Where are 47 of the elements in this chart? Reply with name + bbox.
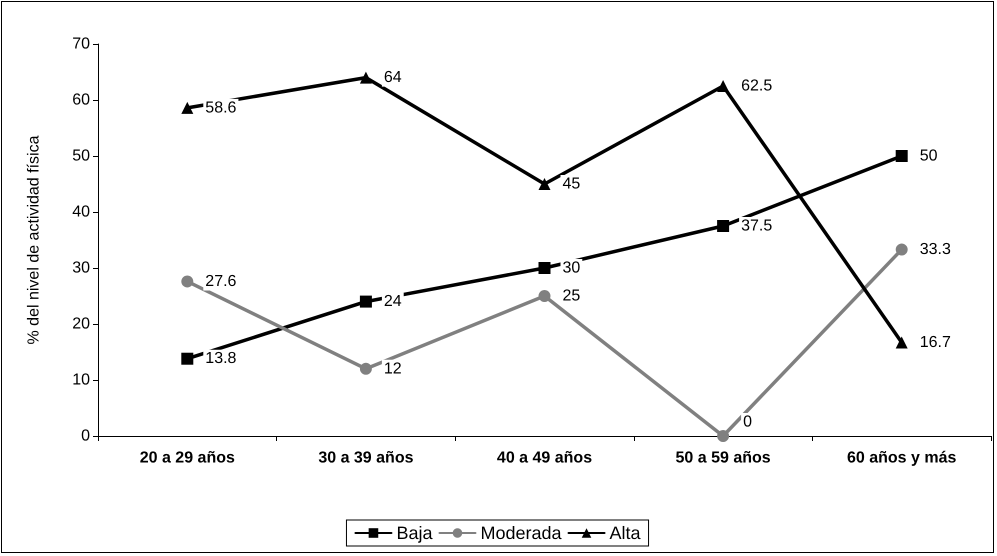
data-label: 27.6	[205, 272, 237, 290]
data-label: 12	[384, 360, 402, 378]
data-label: 13.8	[205, 350, 237, 368]
x-tick-label: 50 a 59 años	[676, 450, 771, 466]
data-label: 37.5	[741, 218, 772, 234]
y-tick-label: 20	[72, 316, 90, 332]
point	[896, 150, 908, 162]
data-label: 64	[384, 69, 402, 86]
point	[538, 290, 550, 302]
y-tick-label: 40	[72, 204, 90, 220]
data-label: 58.6	[205, 99, 237, 116]
point	[360, 362, 372, 375]
point	[538, 262, 550, 274]
x-tick-label: 40 a 49 años	[496, 450, 592, 466]
y-tick-label: 30	[72, 260, 90, 276]
point	[360, 296, 372, 308]
data-label: 16.7	[920, 334, 951, 351]
data-label: 50	[920, 148, 938, 164]
x-tick-label: 60 años y más	[846, 450, 956, 466]
point	[360, 72, 372, 84]
legend-label: Moderada	[480, 523, 563, 543]
y-tick-label: 10	[72, 372, 90, 388]
point	[896, 244, 908, 256]
y-tick-label: 70	[72, 36, 90, 52]
data-label: 30	[562, 260, 580, 276]
point	[717, 220, 730, 232]
point	[538, 178, 550, 190]
x-tick-label: 30 a 39 años	[318, 450, 414, 466]
y-tick-label: 0	[81, 428, 90, 444]
data-label: 45	[562, 176, 580, 192]
x-tick-label: 20 a 29 años	[140, 450, 235, 466]
legend-label: Baja	[396, 523, 434, 543]
data-label: 24	[384, 293, 402, 310]
y-tick-label: 60	[72, 92, 90, 108]
point	[181, 352, 194, 365]
data-label: 0	[743, 414, 752, 430]
legend-label: Alta	[610, 523, 642, 543]
y-axis-title: % del nivel de actividad física	[26, 135, 42, 344]
data-label: 62.5	[741, 78, 772, 94]
data-label: 25	[562, 288, 580, 304]
point	[181, 275, 194, 288]
point	[717, 80, 730, 92]
data-label: 33.3	[920, 241, 951, 258]
point	[181, 102, 194, 114]
y-tick-label: 50	[72, 148, 90, 164]
point	[717, 430, 730, 442]
point	[896, 336, 908, 348]
